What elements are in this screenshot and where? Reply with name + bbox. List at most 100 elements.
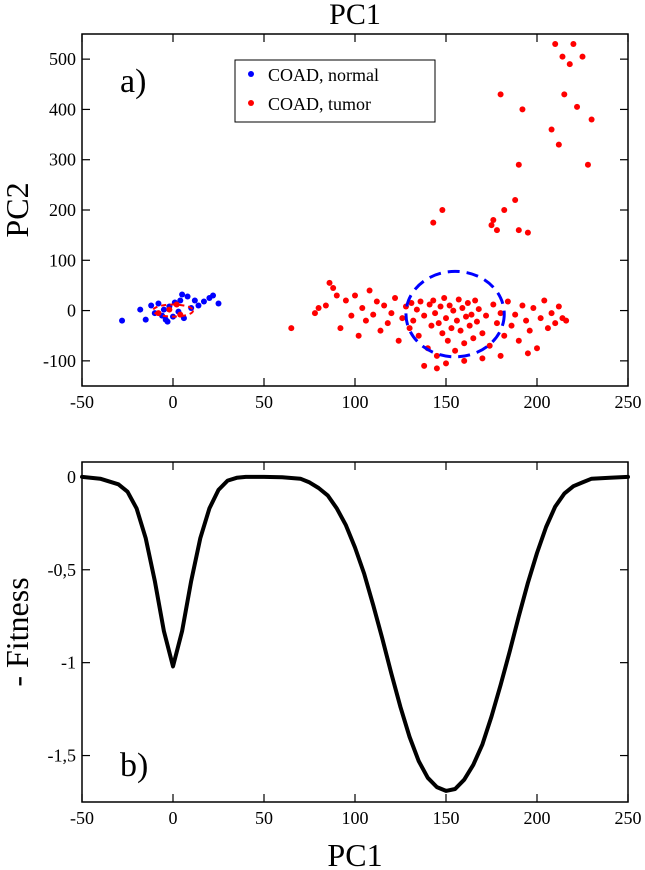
tumor-sample-point [428, 322, 435, 329]
tumor-sample-point [395, 337, 402, 344]
panel-a-xtick-label: 150 [433, 392, 460, 412]
tumor-sample-point [530, 305, 537, 312]
panel-a-xtick-label: -50 [70, 392, 94, 412]
tumor-sample-point [515, 337, 522, 344]
tumor-sample-point [437, 303, 444, 310]
tumor-sample-point [362, 317, 369, 324]
normal-sample-point [162, 316, 169, 323]
tumor-sample-point [173, 301, 180, 308]
tumor-sample-point [443, 360, 449, 367]
tumor-sample-point [552, 320, 559, 327]
panel-b-xtick-label: 250 [615, 808, 642, 828]
panel-a-ylabel: PC2 [0, 182, 35, 237]
tumor-sample-point [463, 313, 470, 320]
panel-b-ytick-label: -0,5 [48, 560, 77, 580]
normal-sample-point [160, 306, 167, 313]
tumor-sample-point [426, 301, 433, 308]
normal-sample-point [184, 293, 191, 300]
tumor-sample-point [512, 196, 519, 203]
normal-sample-point [210, 292, 217, 299]
normal-sample-point [200, 298, 207, 305]
tumor-sample-point [399, 315, 406, 322]
panel-b-xlabel: PC1 [327, 837, 382, 870]
tumor-sample-point [166, 306, 173, 313]
tumor-sample-point [519, 106, 526, 113]
tumor-sample-point [524, 350, 531, 357]
tumor-sample-point [406, 325, 413, 332]
tumor-sample-point [337, 325, 344, 332]
tumor-sample-point [497, 310, 504, 317]
tumor-sample-point [466, 322, 473, 329]
normal-sample-point [142, 316, 149, 323]
tumor-sample-point [448, 325, 455, 332]
tumor-sample-point [417, 298, 424, 305]
panel-a-ticks: -50 0 50 100 150 200 250 -100 0 100 200 300 400 500 [43, 34, 642, 412]
tumor-sample-point [555, 303, 562, 310]
tumor-sample-point [415, 332, 422, 339]
panel-a-xtick-label: 100 [342, 392, 369, 412]
tumor-sample-point [488, 222, 495, 229]
normal-sample-point [179, 291, 186, 298]
panel-a-xtick-label: 200 [524, 392, 551, 412]
normal-cluster-ellipse [151, 303, 195, 318]
tumor-sample-point [574, 103, 581, 110]
tumor-sample-point [508, 322, 515, 329]
normal-sample-point [148, 302, 155, 309]
tumor-sample-point [501, 332, 508, 339]
tumor-sample-point [483, 312, 490, 319]
panel-a-label: a) [120, 63, 146, 100]
tumor-sample-point [524, 229, 531, 236]
tumor-sample-point [446, 302, 453, 309]
tumor-sample-point [288, 325, 295, 332]
panel-b-ytick-label: 0 [67, 467, 76, 487]
tumor-sample-point [392, 295, 399, 301]
tumor-sample-point [552, 41, 559, 48]
tumor-sample-point [479, 355, 486, 362]
tumor-sample-point [515, 161, 522, 168]
legend: COAD, normal COAD, tumor [234, 59, 436, 123]
legend-label-normal: COAD, normal [268, 65, 379, 85]
tumor-sample-point [490, 217, 497, 224]
tumor-sample-point [388, 310, 395, 317]
panel-a-ytick-label: 300 [49, 150, 76, 170]
normal-sample-point [215, 300, 222, 307]
tumor-sample-point [512, 311, 519, 318]
normal-sample-point [119, 317, 126, 324]
tumor-sample-point [570, 41, 577, 48]
normal-sample-point [195, 302, 202, 309]
tumor-sample-point [493, 320, 500, 327]
panel-b-xtick-label: 0 [169, 808, 178, 828]
tumor-sample-point [315, 305, 322, 312]
legend-label-tumor: COAD, tumor [268, 94, 371, 114]
tumor-sample-point [435, 320, 442, 327]
top-axis-title: PC1 [329, 0, 381, 31]
tumor-sample-point [519, 302, 526, 309]
tumor-sample-point [504, 298, 511, 305]
tumor-sample-point [430, 297, 437, 304]
tumor-sample-point [459, 305, 466, 312]
tumor-sample-point [355, 332, 362, 339]
tumor-sample-point [561, 91, 568, 98]
tumor-sample-point [461, 340, 468, 347]
tumor-sample-point [453, 317, 460, 324]
tumor-sample-point [384, 320, 391, 327]
tumor-sample-point [541, 297, 548, 304]
tumor-sample-point [366, 287, 373, 294]
panel-b-ytick-label: -1,5 [48, 746, 77, 766]
tumor-sample-point [473, 318, 480, 325]
tumor-sample-point [497, 91, 504, 98]
panel-a: -50 0 50 100 150 200 250 -100 0 100 200 300 400 500 a… [0, 33, 642, 412]
tumor-sample-point [457, 327, 464, 334]
tumor-sample-point [450, 307, 457, 314]
panel-a-ytick-label: 400 [49, 99, 76, 119]
tumor-sample-point [486, 342, 493, 349]
panel-b: -50 0 50 100 150 200 250 0 -0,5 -1 -1,5 b) - Fitne… [0, 461, 642, 870]
fitness-curve [80, 474, 630, 793]
tumor-sample-point [433, 365, 440, 372]
panel-a-ellipses [151, 269, 506, 359]
tumor-sample-point [479, 330, 486, 337]
tumor-sample-point [501, 207, 508, 213]
tumor-sample-point [421, 312, 428, 319]
panel-b-ticks: -50 0 50 100 150 200 250 0 -0,5 -1 -1,5 [48, 462, 642, 828]
